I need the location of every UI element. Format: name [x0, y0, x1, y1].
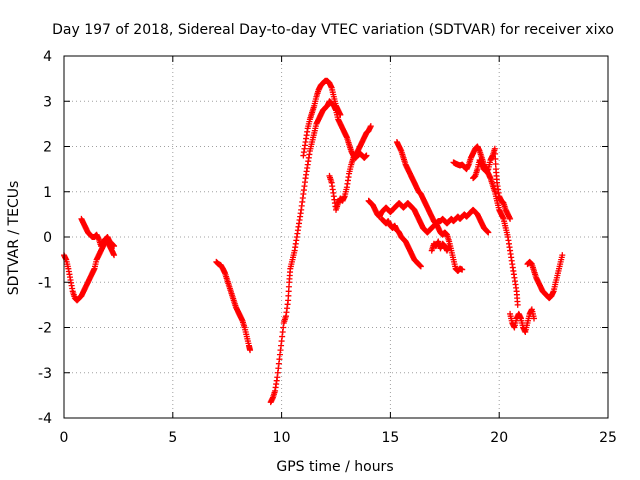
data-point — [492, 155, 499, 162]
y-tick-label: 3 — [43, 94, 52, 110]
y-tick-label: -4 — [38, 411, 52, 427]
x-tick-label: 20 — [490, 430, 508, 446]
data-points — [61, 77, 566, 406]
data-point — [111, 243, 118, 250]
data-point — [559, 252, 566, 259]
x-axis-label: GPS time / hours — [276, 459, 393, 475]
x-tick-label: 15 — [381, 430, 399, 446]
data-point — [514, 301, 521, 308]
data-point — [507, 215, 514, 222]
axis-ticks: 0 5 10 15 20 25 -4 -3 -2 -1 0 1 2 3 4 — [38, 49, 617, 446]
data-point — [492, 150, 499, 157]
y-tick-label: 4 — [43, 49, 52, 65]
y-tick-label: -1 — [38, 275, 52, 291]
data-point — [531, 315, 538, 322]
data-point — [485, 229, 492, 236]
y-tick-label: -3 — [38, 366, 52, 382]
chart-title: Day 197 of 2018, Sidereal Day-to-day VTE… — [52, 22, 614, 38]
y-tick-label: 2 — [43, 140, 52, 156]
data-point — [337, 111, 344, 118]
y-axis-label: SDTVAR / TECUs — [6, 181, 22, 296]
y-tick-label: 0 — [43, 230, 52, 246]
data-point — [247, 347, 254, 354]
x-tick-label: 5 — [168, 430, 177, 446]
x-tick-label: 25 — [599, 430, 617, 446]
data-point — [491, 145, 498, 152]
y-tick-label: 1 — [43, 185, 52, 201]
y-tick-label: -2 — [38, 321, 52, 337]
data-point — [367, 123, 374, 130]
data-point — [446, 243, 453, 250]
data-point — [417, 263, 424, 270]
x-tick-label: 0 — [60, 430, 69, 446]
x-tick-label: 10 — [273, 430, 291, 446]
data-point — [492, 161, 499, 168]
data-point — [111, 252, 118, 259]
data-point — [459, 266, 466, 273]
data-point — [363, 152, 370, 159]
